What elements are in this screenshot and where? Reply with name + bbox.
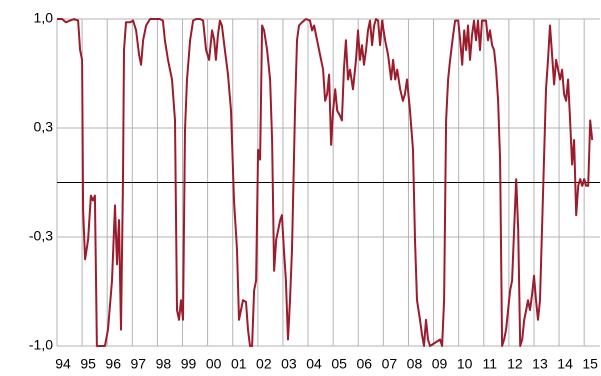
x-tick-label: 98 xyxy=(156,356,172,372)
x-tick-label: 08 xyxy=(407,356,423,372)
y-tick-label: -0,3 xyxy=(29,228,53,244)
x-tick-label: 09 xyxy=(432,356,448,372)
y-tick-label: 1,0 xyxy=(34,10,54,26)
x-tick-label: 13 xyxy=(532,356,548,372)
x-tick-label: 15 xyxy=(582,356,598,372)
x-tick-label: 96 xyxy=(105,356,121,372)
x-tick-label: 10 xyxy=(457,356,473,372)
x-tick-label: 02 xyxy=(256,356,272,372)
x-tick-label: 05 xyxy=(331,356,347,372)
x-tick-label: 01 xyxy=(231,356,247,372)
x-tick-label: 94 xyxy=(55,356,71,372)
x-tick-label: 03 xyxy=(281,356,297,372)
x-tick-label: 12 xyxy=(507,356,523,372)
x-tick-label: 04 xyxy=(306,356,322,372)
x-tick-label: 97 xyxy=(131,356,147,372)
x-tick-label: 07 xyxy=(382,356,398,372)
data-line xyxy=(57,18,594,347)
x-tick-label: 95 xyxy=(80,356,96,372)
y-tick-label: -1,0 xyxy=(29,337,53,353)
x-tick-label: 00 xyxy=(206,356,222,372)
y-tick-label: 0,3 xyxy=(34,119,54,135)
x-tick-label: 99 xyxy=(181,356,197,372)
x-tick-label: 11 xyxy=(482,356,497,372)
x-tick-label: 14 xyxy=(557,356,573,372)
x-tick-label: 06 xyxy=(356,356,372,372)
